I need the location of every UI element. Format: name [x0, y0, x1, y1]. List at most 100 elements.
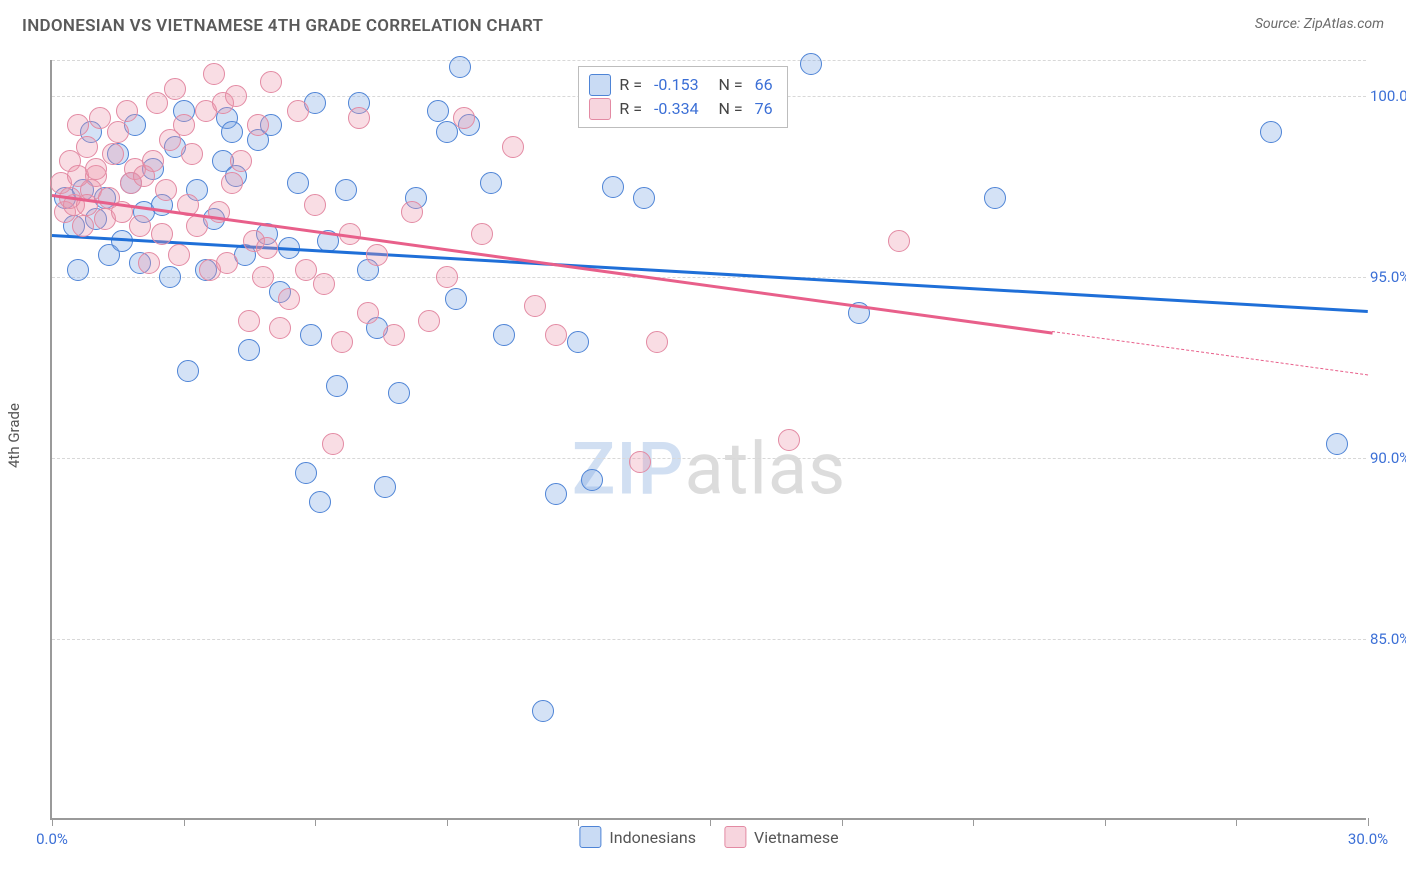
scatter-point-vietnamese	[173, 114, 195, 136]
scatter-point-vietnamese	[269, 317, 291, 339]
scatter-point-vietnamese	[545, 324, 567, 346]
legend-item-indonesians: Indonesians	[579, 826, 696, 848]
y-tick-label: 100.0%	[1370, 87, 1406, 105]
gridline-h	[52, 60, 1366, 61]
scatter-point-vietnamese	[646, 331, 668, 353]
legend-label-vietnamese: Vietnamese	[754, 828, 839, 847]
scatter-point-indonesians	[800, 53, 822, 75]
scatter-point-indonesians	[581, 469, 603, 491]
x-tick	[1236, 818, 1237, 826]
x-tick	[578, 818, 579, 826]
scatter-point-vietnamese	[72, 215, 94, 237]
scatter-point-indonesians	[67, 259, 89, 281]
scatter-point-vietnamese	[502, 136, 524, 158]
stat-n-value: 66	[755, 73, 773, 97]
scatter-point-vietnamese	[221, 172, 243, 194]
x-tick	[710, 818, 711, 826]
scatter-point-indonesians	[177, 360, 199, 382]
scatter-point-vietnamese	[230, 150, 252, 172]
scatter-point-vietnamese	[203, 63, 225, 85]
x-tick	[973, 818, 974, 826]
scatter-point-vietnamese	[151, 223, 173, 245]
watermark-suffix: atlas	[685, 427, 847, 512]
scatter-point-vietnamese	[778, 429, 800, 451]
scatter-point-vietnamese	[436, 266, 458, 288]
y-axis-title: 4th Grade	[5, 403, 23, 468]
stat-r-label: R =	[619, 97, 646, 121]
scatter-point-vietnamese	[331, 331, 353, 353]
scatter-point-indonesians	[984, 187, 1006, 209]
stat-r-value: -0.153	[654, 73, 699, 97]
legend-swatch-indonesians	[579, 826, 601, 848]
scatter-point-vietnamese	[155, 179, 177, 201]
scatter-point-indonesians	[1260, 121, 1282, 143]
scatter-point-vietnamese	[252, 266, 274, 288]
scatter-point-vietnamese	[418, 310, 440, 332]
scatter-point-vietnamese	[888, 230, 910, 252]
plot-area: ZIPatlas 85.0%90.0%95.0%100.0%0.0%30.0%R…	[50, 60, 1366, 820]
scatter-point-vietnamese	[142, 150, 164, 172]
source-label: Source: ZipAtlas.com	[1255, 16, 1384, 32]
scatter-point-vietnamese	[168, 244, 190, 266]
scatter-point-vietnamese	[471, 223, 493, 245]
scatter-point-vietnamese	[629, 451, 651, 473]
scatter-point-vietnamese	[116, 100, 138, 122]
scatter-point-indonesians	[532, 700, 554, 722]
chart-title: INDONESIAN VS VIETNAMESE 4TH GRADE CORRE…	[22, 16, 543, 36]
scatter-point-vietnamese	[107, 121, 129, 143]
scatter-point-indonesians	[309, 491, 331, 513]
scatter-point-indonesians	[159, 266, 181, 288]
scatter-point-indonesians	[388, 382, 410, 404]
scatter-point-indonesians	[445, 288, 467, 310]
scatter-point-vietnamese	[85, 158, 107, 180]
scatter-point-indonesians	[287, 172, 309, 194]
scatter-point-vietnamese	[357, 302, 379, 324]
scatter-point-vietnamese	[186, 215, 208, 237]
swatch-indonesians	[589, 74, 611, 96]
scatter-point-vietnamese	[146, 92, 168, 114]
scatter-point-vietnamese	[322, 433, 344, 455]
scatter-point-vietnamese	[256, 237, 278, 259]
x-tick-label: 30.0%	[1348, 830, 1388, 848]
scatter-point-indonesians	[545, 483, 567, 505]
scatter-point-vietnamese	[238, 310, 260, 332]
x-tick-label: 0.0%	[36, 830, 68, 848]
scatter-point-vietnamese	[247, 114, 269, 136]
scatter-point-vietnamese	[287, 100, 309, 122]
scatter-point-vietnamese	[102, 143, 124, 165]
stat-r-label: R =	[619, 73, 646, 97]
stat-n-label: N =	[707, 73, 747, 97]
gridline-h	[52, 639, 1366, 640]
scatter-point-indonesians	[1326, 433, 1348, 455]
scatter-point-indonesians	[427, 100, 449, 122]
swatch-vietnamese	[589, 98, 611, 120]
scatter-point-vietnamese	[129, 215, 151, 237]
gridline-h	[52, 277, 1366, 278]
stats-legend: R = -0.153 N = 66R = -0.334 N = 76	[578, 66, 787, 128]
legend-label-indonesians: Indonesians	[609, 828, 696, 847]
x-tick	[315, 818, 316, 826]
legend-swatch-vietnamese	[724, 826, 746, 848]
x-tick	[842, 818, 843, 826]
scatter-point-indonesians	[493, 324, 515, 346]
watermark: ZIPatlas	[572, 427, 846, 512]
scatter-point-indonesians	[567, 331, 589, 353]
stats-row-indonesians: R = -0.153 N = 66	[589, 73, 772, 97]
trend-line-vietnamese-dash	[1052, 331, 1368, 375]
x-tick	[447, 818, 448, 826]
scatter-point-vietnamese	[225, 85, 247, 107]
y-tick-label: 95.0%	[1370, 268, 1406, 286]
scatter-point-indonesians	[300, 324, 322, 346]
stat-n-value: 76	[755, 97, 773, 121]
stat-n-label: N =	[707, 97, 747, 121]
scatter-point-vietnamese	[76, 136, 98, 158]
scatter-point-vietnamese	[164, 78, 186, 100]
scatter-point-vietnamese	[278, 288, 300, 310]
scatter-point-vietnamese	[348, 107, 370, 129]
scatter-point-vietnamese	[216, 252, 238, 274]
x-tick	[1368, 818, 1369, 826]
scatter-point-vietnamese	[304, 194, 326, 216]
scatter-point-vietnamese	[401, 201, 423, 223]
scatter-point-vietnamese	[138, 252, 160, 274]
scatter-point-vietnamese	[313, 273, 335, 295]
